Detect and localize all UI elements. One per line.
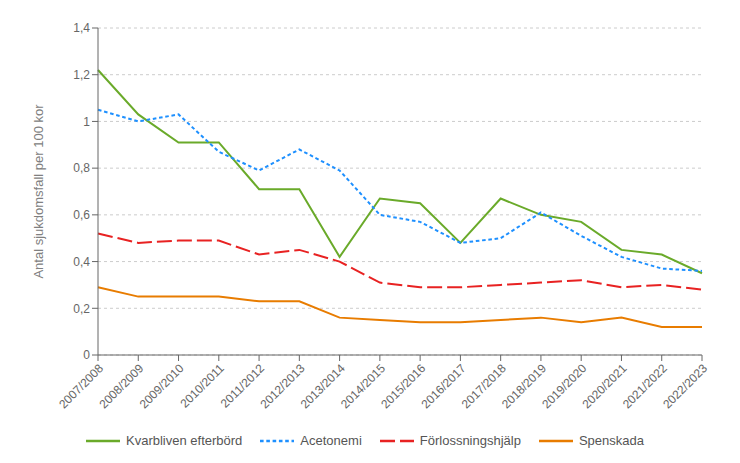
svg-text:Antal sjukdomsfall per 100 kor: Antal sjukdomsfall per 100 kor [31, 104, 46, 279]
svg-text:2016/2017: 2016/2017 [418, 361, 469, 412]
svg-text:2018/2019: 2018/2019 [499, 361, 550, 412]
html-text:Spenskada: Spenskada [578, 433, 644, 448]
svg-text:1,2: 1,2 [73, 68, 90, 82]
svg-text:1: 1 [83, 115, 90, 129]
svg-text:2015/2016: 2015/2016 [378, 361, 429, 412]
svg-text:2022/2023: 2022/2023 [660, 361, 710, 411]
svg-text:2010/2011: 2010/2011 [177, 361, 227, 411]
svg-text:0,6: 0,6 [73, 208, 90, 222]
svg-text:0,2: 0,2 [73, 302, 90, 316]
html-text:Acetonemi: Acetonemi [300, 433, 362, 448]
svg-text:2013/2014: 2013/2014 [297, 361, 348, 412]
svg-text:2019/2020: 2019/2020 [539, 361, 590, 412]
svg-text:2009/2010: 2009/2010 [136, 361, 187, 412]
html-text:Kvarbliven efterbörd: Kvarbliven efterbörd [126, 433, 243, 448]
svg-text:0: 0 [83, 348, 90, 362]
html-text:Förlossningshjälp: Förlossningshjälp [419, 433, 521, 448]
svg-text:2021/2022: 2021/2022 [619, 361, 670, 412]
svg-text:2020/2021: 2020/2021 [579, 361, 630, 412]
svg-text:0,4: 0,4 [73, 255, 90, 269]
svg-text:2008/2009: 2008/2009 [96, 361, 147, 412]
svg-text:1,4: 1,4 [73, 21, 90, 35]
svg-text:0,8: 0,8 [73, 161, 90, 175]
svg-text:2011/2012: 2011/2012 [217, 361, 268, 411]
svg-text:2012/2013: 2012/2013 [257, 361, 308, 412]
svg-text:2014/2015: 2014/2015 [338, 361, 388, 412]
svg-text:2017/2018: 2017/2018 [458, 361, 509, 412]
svg-text:2007/2008: 2007/2008 [56, 361, 107, 412]
